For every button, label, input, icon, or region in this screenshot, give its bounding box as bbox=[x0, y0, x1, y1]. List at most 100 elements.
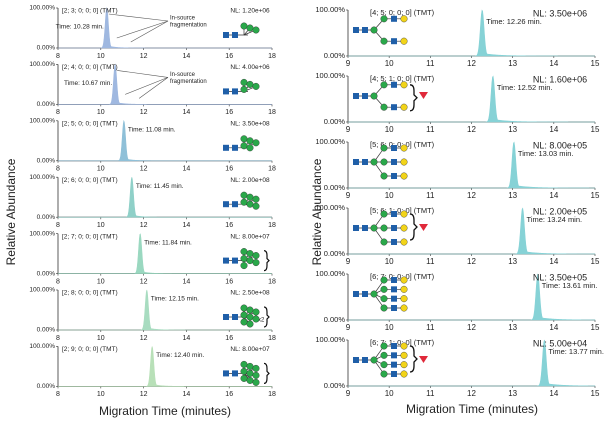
x-tick-label: 11 bbox=[426, 323, 435, 332]
glycan-square bbox=[391, 239, 397, 245]
annotation: fragmentation bbox=[170, 23, 207, 29]
glycan-circle bbox=[252, 26, 260, 34]
glycan-circle bbox=[240, 311, 248, 319]
y-tick-label: 0.00% bbox=[324, 249, 346, 258]
x-tick-label: 18 bbox=[268, 391, 276, 398]
y-tick-label: 100.00% bbox=[29, 118, 55, 125]
x-tick-label: 14 bbox=[183, 335, 191, 342]
glycan-circle bbox=[252, 371, 260, 379]
bracket bbox=[263, 362, 270, 384]
peak-time-label: Time: 12.52 min. bbox=[497, 83, 553, 92]
x-tick-label: 10 bbox=[385, 389, 394, 398]
glycan-circle bbox=[246, 306, 254, 314]
y-tick-label: 100.00% bbox=[29, 174, 55, 181]
glycan-circle bbox=[240, 22, 248, 30]
x-tick-label: 12 bbox=[140, 109, 148, 116]
nl-label: NL: 8.00e+07 bbox=[230, 233, 270, 240]
subplot: 0.00% 100.00% 8 10 12 14 16 18 Time: 11.84 min. [… bbox=[29, 230, 276, 285]
glycan-square bbox=[391, 286, 397, 293]
x-tick-label: 10 bbox=[97, 278, 105, 285]
x-tick-label: 8 bbox=[56, 278, 60, 285]
glycan-circle bbox=[246, 362, 254, 370]
peak-time-label: Time: 10.67 min. bbox=[64, 80, 112, 87]
peak bbox=[348, 141, 596, 189]
glycan-circle bbox=[240, 318, 248, 326]
glycan-circle bbox=[246, 200, 254, 208]
x-tick-label: 12 bbox=[467, 389, 476, 398]
peak-time-label: Time: 13.61 min. bbox=[542, 281, 598, 290]
x-tick-label: 18 bbox=[268, 109, 276, 116]
x-tick-label: 15 bbox=[591, 257, 600, 266]
peak bbox=[58, 63, 272, 105]
glycan-square bbox=[391, 173, 397, 179]
x-tick-label: 8 bbox=[56, 222, 60, 229]
y-tick-label: 100.00% bbox=[315, 335, 345, 344]
glycan-square bbox=[391, 361, 397, 368]
y-tick-label: 0.00% bbox=[37, 158, 56, 165]
glycan-square bbox=[391, 371, 397, 377]
nl-label: NL: 3.50e+08 bbox=[230, 121, 270, 128]
peak-time-label: Time: 11.84 min. bbox=[144, 239, 192, 246]
annotation-arrow bbox=[125, 77, 169, 95]
glycan-circle bbox=[380, 103, 388, 111]
x-tick-label: 10 bbox=[97, 335, 105, 342]
glycan-square bbox=[362, 27, 368, 33]
glycan-circle bbox=[240, 198, 248, 206]
peak bbox=[348, 9, 595, 57]
y-tick-label: 100.00% bbox=[29, 5, 55, 12]
glycan-square bbox=[353, 291, 359, 297]
glycan-circle bbox=[252, 259, 260, 267]
glycan-square bbox=[362, 159, 368, 165]
glycan-circle bbox=[380, 351, 388, 359]
glycan-circle bbox=[240, 255, 248, 263]
x-tick-label: 15 bbox=[591, 59, 600, 68]
glycan-square bbox=[353, 357, 359, 363]
glycan-circle bbox=[400, 361, 408, 369]
glycan-circle bbox=[400, 15, 408, 23]
x-tick-label: 10 bbox=[385, 323, 394, 332]
annotation-arrow bbox=[130, 20, 169, 43]
subplot-title: [4; 5; 1; 0; 0] (TMT) bbox=[370, 74, 435, 83]
x-tick-label: 8 bbox=[56, 109, 60, 116]
x-tick-label: 8 bbox=[56, 166, 60, 173]
glycan-circle bbox=[240, 78, 248, 86]
x-tick-label: 14 bbox=[549, 59, 558, 68]
x-tick-label: 10 bbox=[97, 166, 105, 173]
peak bbox=[58, 233, 272, 274]
subplot-title: [4; 5; 0; 0; 0] (TMT) bbox=[370, 8, 435, 17]
glycan-circle bbox=[240, 304, 248, 312]
glycan-circle bbox=[400, 210, 408, 218]
x-tick-label: 11 bbox=[426, 59, 435, 68]
x-tick-label: 18 bbox=[268, 222, 276, 229]
bracket bbox=[409, 345, 418, 373]
subplot-title: [2; 5; 0; 0; 0] (TMT) bbox=[62, 121, 118, 128]
glycan-square bbox=[223, 314, 229, 320]
glycan-circle bbox=[380, 15, 388, 23]
x-tick-label: 12 bbox=[140, 278, 148, 285]
x-tick-label: 18 bbox=[268, 335, 276, 342]
peak bbox=[348, 339, 596, 387]
glycan-circle bbox=[400, 81, 408, 89]
glycan-square bbox=[362, 93, 368, 99]
nl-label: NL: 8.00e+07 bbox=[230, 346, 270, 353]
subplot-title: [6; 7; 1; 0; 0] (TMT) bbox=[370, 338, 435, 347]
glycan-circle bbox=[252, 202, 260, 210]
x-tick-label: 9 bbox=[346, 323, 351, 332]
subplot-title: [2; 9; 0; 0; 0] (TMT) bbox=[62, 346, 118, 353]
y-tick-label: 100.00% bbox=[29, 343, 55, 350]
x-tick-label: 15 bbox=[591, 389, 600, 398]
x-tick-label: 11 bbox=[426, 389, 435, 398]
glycan-circle bbox=[380, 361, 388, 369]
glycan-circle bbox=[400, 370, 408, 378]
annotation-arrow bbox=[116, 20, 169, 39]
glycan-square bbox=[223, 201, 229, 208]
x-tick-label: 9 bbox=[346, 389, 351, 398]
glycan-square bbox=[391, 305, 397, 311]
subplot-title: [6; 7; 0; 0; 0] (TMT) bbox=[370, 272, 435, 281]
x-tick-label: 12 bbox=[467, 257, 476, 266]
glycan-square bbox=[232, 144, 238, 151]
glycan-circle bbox=[400, 37, 408, 45]
glycan-circle bbox=[380, 238, 388, 246]
peak-time-label: Time: 13.24 min. bbox=[527, 215, 583, 224]
subplot: 0.00% 100.00% 8 10 12 14 16 18 Time: 11.08 min. [… bbox=[29, 118, 276, 173]
